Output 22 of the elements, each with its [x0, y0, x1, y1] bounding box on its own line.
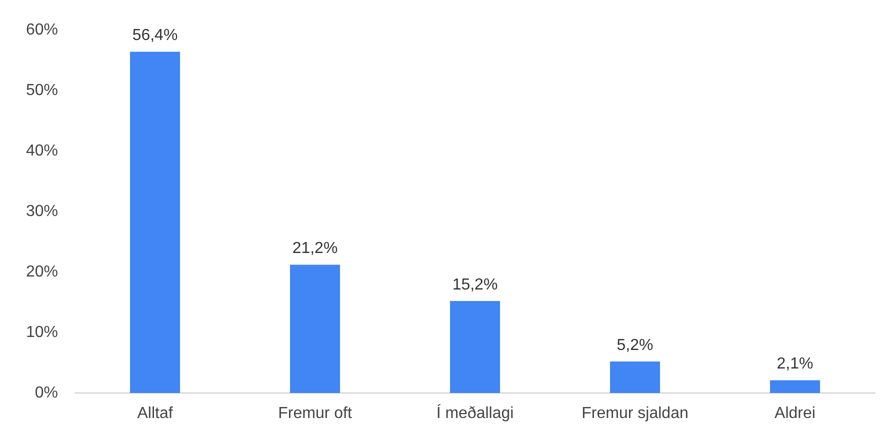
bar — [770, 380, 820, 393]
y-tick-label: 60% — [26, 21, 58, 38]
x-tick-label: Fremur oft — [278, 405, 352, 422]
x-tick-label: Alltaf — [137, 405, 174, 422]
x-tick-label: Fremur sjaldan — [582, 405, 688, 422]
data-label: 5,2% — [616, 336, 654, 354]
y-tick-label: 10% — [26, 324, 58, 341]
x-tick-label: Í meðallagi — [436, 404, 514, 422]
bar — [290, 264, 340, 393]
x-tick-label: Aldrei — [774, 405, 816, 422]
bar — [610, 362, 660, 393]
y-tick-label: 0% — [34, 384, 58, 402]
y-tick-label: 20% — [26, 263, 58, 280]
data-label: 21,2% — [292, 240, 338, 258]
bar — [130, 52, 180, 393]
data-label: 2,1% — [776, 356, 814, 373]
y-tick-label: 30% — [26, 202, 58, 220]
data-label: 56,4% — [132, 27, 178, 44]
y-tick-label: 50% — [26, 82, 58, 99]
bar — [450, 301, 500, 393]
data-label: 15,2% — [452, 276, 498, 294]
y-tick-label: 40% — [26, 142, 58, 160]
